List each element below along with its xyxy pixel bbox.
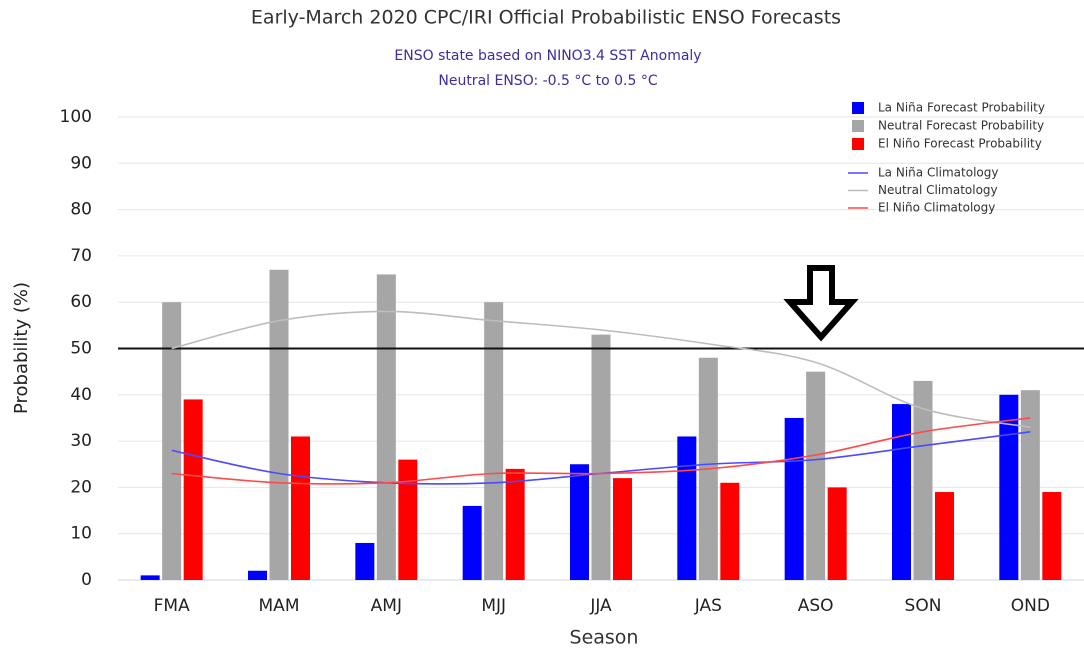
- bar: [720, 482, 740, 580]
- y-tick-label: 10: [70, 524, 92, 544]
- bar: [398, 459, 418, 580]
- chart-subtitle: ENSO state based on NINO3.4 SST Anomaly: [394, 48, 701, 64]
- bar: [677, 436, 697, 580]
- legend-label: Neutral Climatology: [878, 183, 998, 197]
- bar: [784, 417, 804, 580]
- legend-label: La Niña Forecast Probability: [878, 101, 1045, 115]
- bar: [248, 570, 267, 580]
- y-tick-label: 90: [70, 153, 92, 173]
- x-tick-label: OND: [1011, 596, 1050, 616]
- arrow: [783, 265, 859, 342]
- bar: [183, 399, 203, 580]
- x-tick-label: JAS: [694, 596, 722, 616]
- x-tick-label: MJJ: [481, 596, 506, 616]
- bar: [570, 464, 589, 580]
- y-tick-label: 0: [81, 570, 92, 590]
- legend-swatch: [852, 120, 864, 132]
- x-axis-label: Season: [570, 627, 639, 649]
- bar: [591, 334, 611, 580]
- y-tick-label: 40: [70, 385, 92, 405]
- bar: [892, 404, 911, 580]
- legend-label: La Niña Climatology: [878, 166, 998, 180]
- x-tick-label: JJA: [589, 596, 612, 616]
- bar: [269, 269, 289, 580]
- x-tick-label: AMJ: [371, 596, 402, 616]
- y-tick-label: 30: [70, 431, 92, 451]
- bar: [999, 394, 1019, 580]
- bar: [505, 468, 525, 580]
- legend-swatch: [852, 102, 864, 114]
- plot: 0 10 20 30 40 50 60 70 80 90 100 FMA MAM AMJ MJJ JJA JAS…: [60, 101, 1084, 616]
- legend-label: El Niño Climatology: [878, 201, 995, 215]
- chart-subtitle: Neutral ENSO: -0.5 °C to 0.5 °C: [438, 73, 657, 89]
- climatology-line: [171, 310, 1031, 428]
- x-tick-label: SON: [905, 596, 942, 616]
- bar: [613, 478, 632, 580]
- chart-title: Early-March 2020 CPC/IRI Official Probab…: [251, 7, 841, 29]
- x-tick-label: ASO: [798, 596, 834, 616]
- y-axis-label: Probability (%): [11, 282, 32, 414]
- y-tick-label: 100: [60, 107, 92, 127]
- x-tick-label: MAM: [259, 596, 300, 616]
- bar: [806, 371, 826, 580]
- bar: [162, 302, 182, 580]
- y-tick-label: 20: [70, 477, 92, 497]
- y-tick-label: 80: [70, 200, 92, 220]
- y-tick-label: 60: [70, 292, 92, 312]
- bar: [827, 487, 847, 580]
- legend-label: Neutral Forecast Probability: [878, 119, 1044, 133]
- bar: [462, 505, 482, 580]
- bar: [140, 575, 160, 580]
- bar: [1042, 492, 1062, 580]
- bar: [355, 542, 375, 580]
- bar: [484, 302, 504, 580]
- bar: [376, 274, 396, 580]
- climatology-line: [171, 417, 1031, 485]
- legend-label: El Niño Forecast Probability: [878, 137, 1042, 151]
- legend-swatch: [852, 138, 864, 150]
- y-tick-label: 70: [70, 246, 92, 266]
- bar: [935, 492, 954, 580]
- y-tick-label: 50: [70, 339, 92, 359]
- bar: [1020, 390, 1040, 580]
- bar: [291, 436, 310, 580]
- x-tick-label: FMA: [154, 596, 190, 616]
